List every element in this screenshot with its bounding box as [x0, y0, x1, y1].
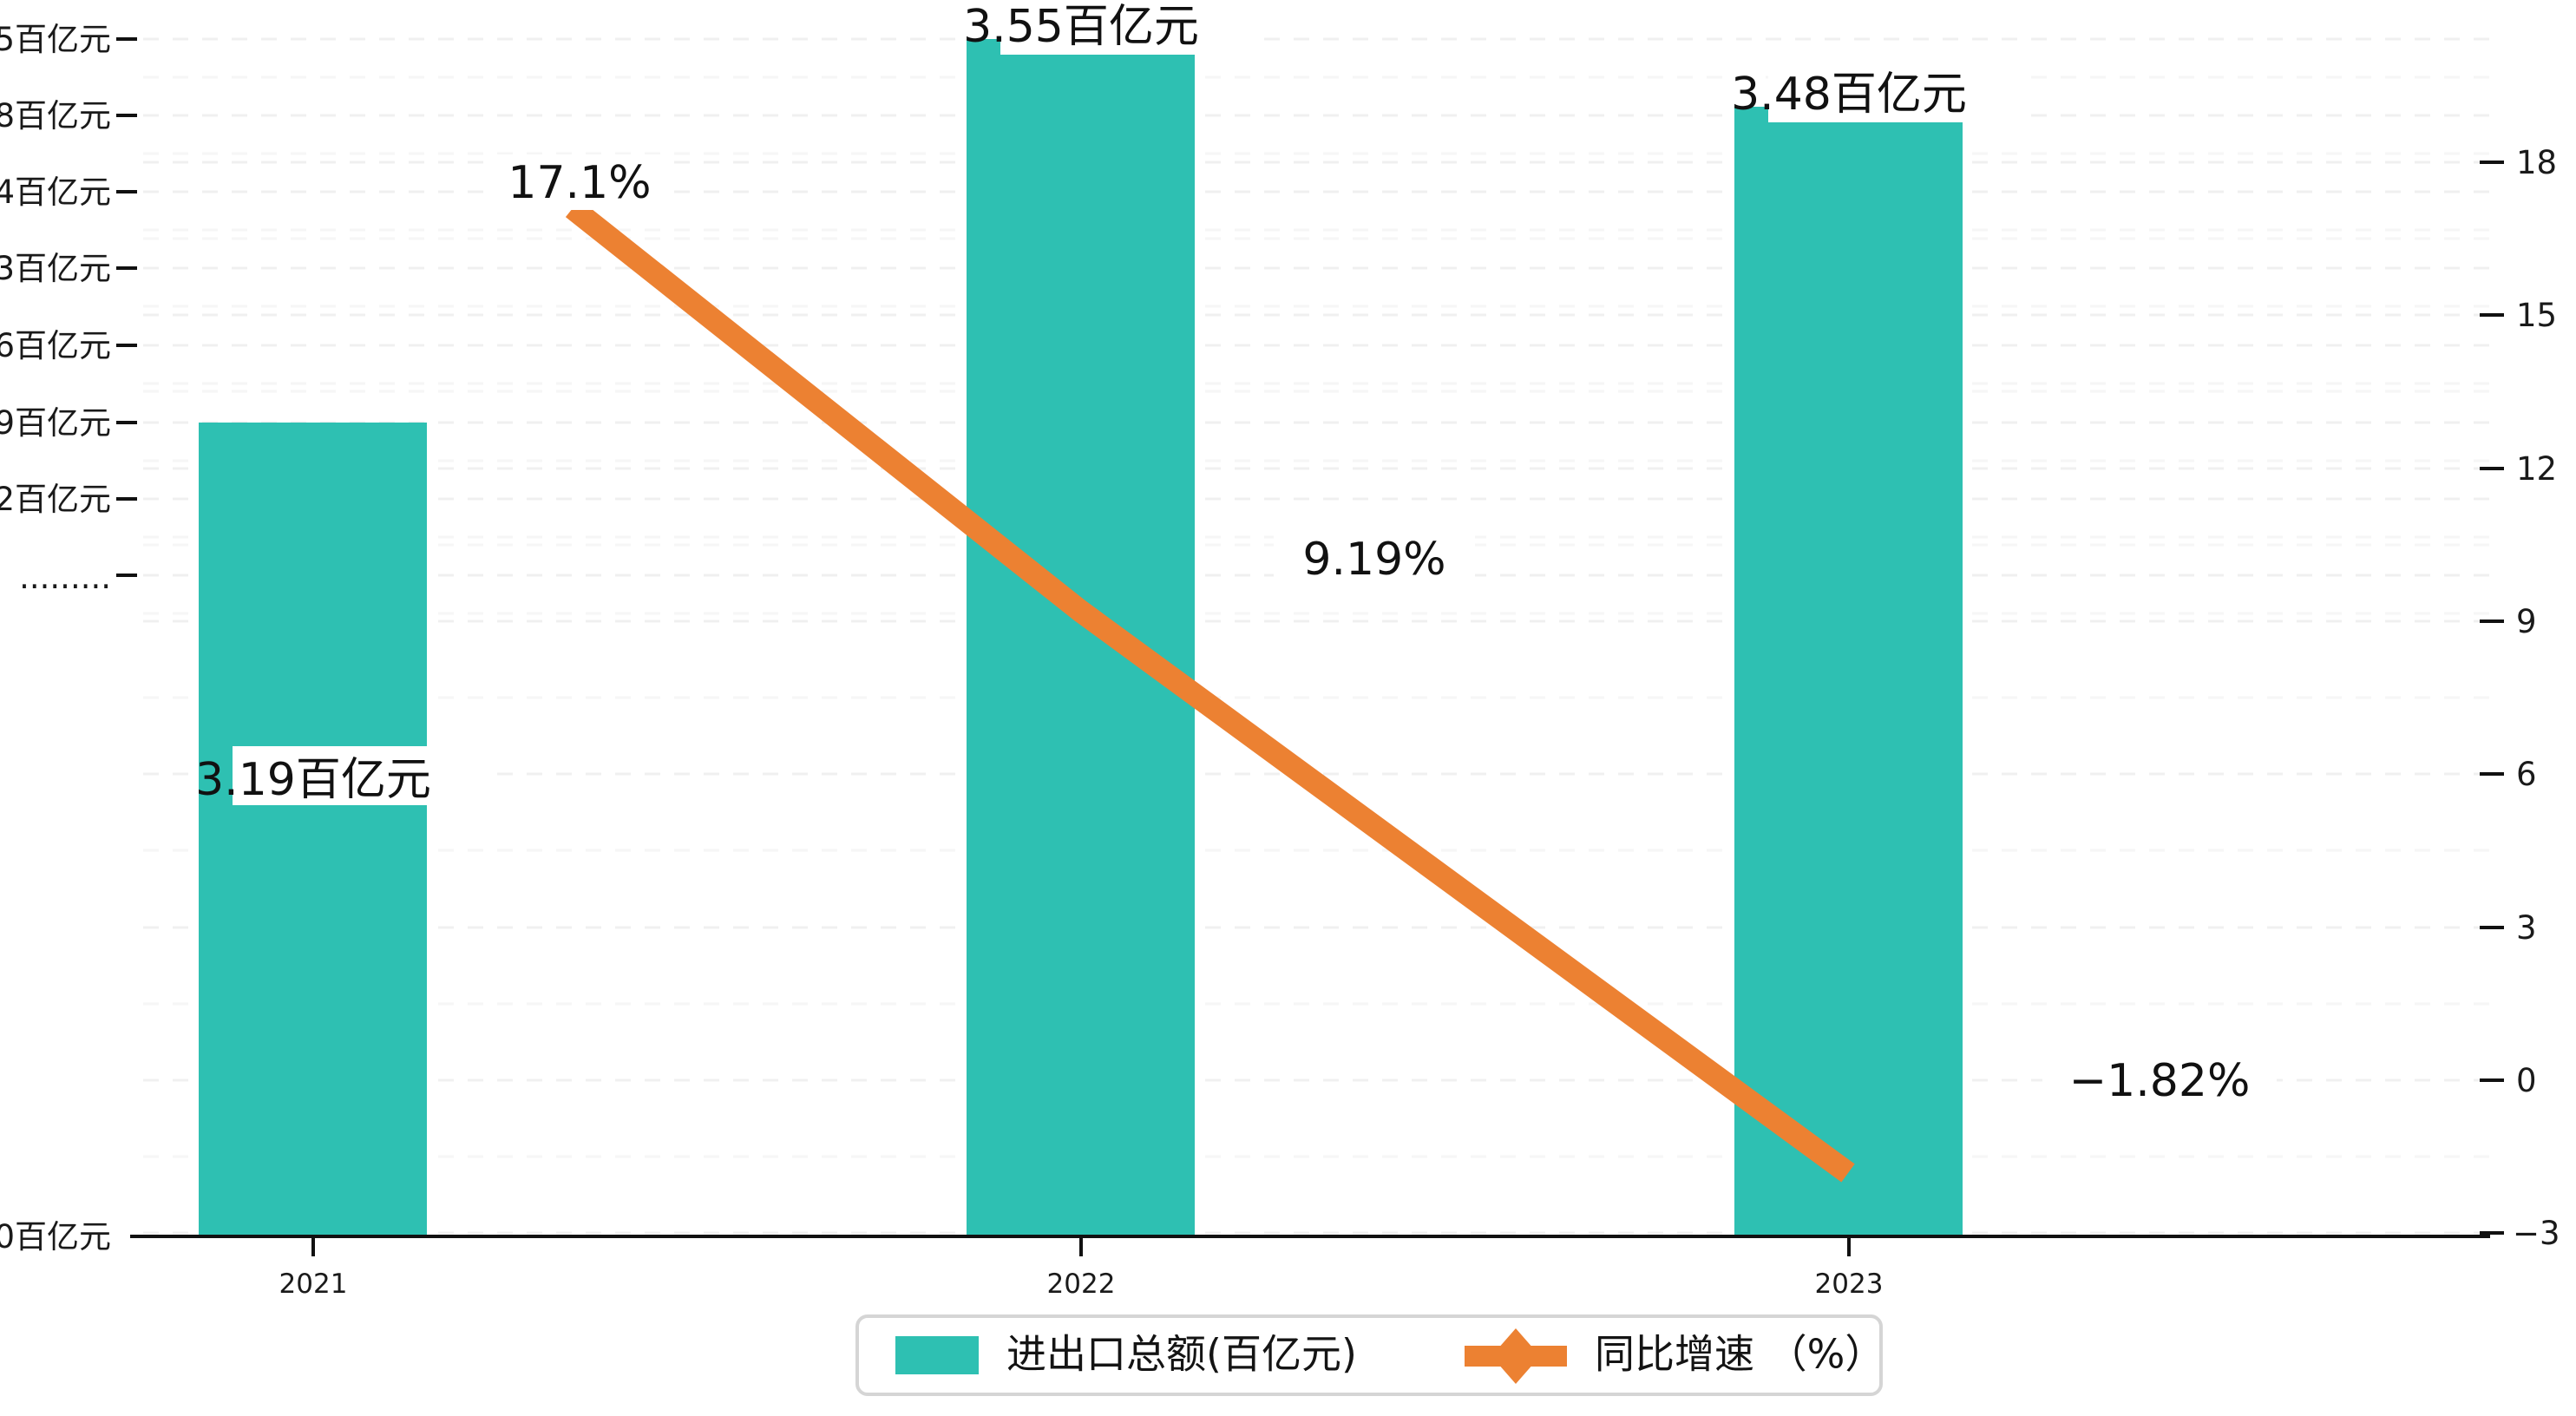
legend-swatch-line[interactable]: [1465, 1328, 1567, 1384]
left-tick-label-6: 3.12百亿元: [0, 481, 111, 518]
bar-label-2022: 3.55百亿元: [963, 1, 1199, 53]
right-tick-label-3: 9: [2516, 603, 2537, 640]
diamond-marker-icon: [1491, 1328, 1540, 1384]
right-tick-label-1: 15: [2516, 297, 2557, 334]
right-tick-label-0: 18: [2516, 144, 2557, 181]
legend-box: [855, 1314, 1883, 1396]
line-series: [565, 199, 1855, 1183]
right-tick-label-7: −3: [2513, 1215, 2560, 1252]
right-tick-label-2: 12: [2516, 450, 2557, 488]
right-tick-label-4: 6: [2516, 756, 2537, 793]
left-tick-label-5: 3.19百亿元: [0, 404, 111, 442]
bar-label-bg-2022: [1000, 0, 1252, 55]
right-axis: 18 15 12 9 6 3 0 −3: [2480, 144, 2560, 1252]
bar-2021[interactable]: [199, 423, 427, 1236]
line-label-bg-2022: [1274, 524, 1475, 588]
line-label-2022: 9.19%: [1302, 534, 1445, 586]
bar-label-2021: 3.19百亿元: [195, 754, 431, 806]
left-tick-label-0: 3.55百亿元: [0, 21, 111, 58]
bar-series: [199, 39, 1963, 1236]
line-value-labels: 17.1% 9.19% −1.82%: [497, 154, 2277, 1110]
line-label-2021: 17.1%: [508, 157, 651, 209]
bar-2022[interactable]: [967, 39, 1195, 1236]
category-axis: 2021 2022 2023: [279, 1236, 1884, 1300]
line-label-bg-2021: [497, 154, 662, 210]
growth-rate-line[interactable]: [565, 199, 1855, 1183]
left-tick-label-4: 3.26百亿元: [0, 327, 111, 364]
bar-label-bg-2023: [1768, 63, 2020, 122]
bar-value-labels: 3.19百亿元 3.55百亿元 3.48百亿元: [195, 0, 2020, 806]
left-tick-label-2: 3.4百亿元: [0, 174, 111, 211]
cat-label-2023: 2023: [1815, 1268, 1884, 1300]
left-tick-label-break: .........: [19, 559, 111, 596]
left-tick-label-1: 3.48百亿元: [0, 97, 111, 134]
cat-label-2021: 2021: [279, 1268, 348, 1300]
legend-label-bar[interactable]: 进出口总额(百亿元): [1006, 1331, 1357, 1378]
right-tick-label-6: 0: [2516, 1062, 2537, 1099]
chart-legend: 进出口总额(百亿元) 同比增速 （%）: [855, 1314, 1884, 1396]
left-tick-label-3: 3.33百亿元: [0, 250, 111, 287]
line-label-bg-2023: [2042, 1046, 2277, 1110]
gridlines: [143, 37, 2490, 1235]
legend-label-line[interactable]: 同比增速 （%）: [1595, 1331, 1884, 1378]
bar-label-2023: 3.48百亿元: [1731, 69, 1967, 121]
bar-2023[interactable]: [1734, 107, 1963, 1236]
bar-label-bg-2021: [233, 746, 484, 805]
legend-swatch-bar[interactable]: [895, 1336, 979, 1374]
cat-label-2022: 2022: [1047, 1268, 1116, 1300]
line-label-2023: −1.82%: [2069, 1055, 2251, 1107]
left-tick-label-8: 0百亿元: [0, 1218, 111, 1255]
right-tick-label-5: 3: [2516, 909, 2537, 947]
left-axis: 3.55百亿元 3.48百亿元 3.4百亿元 3.33百亿元 3.26百亿元 3…: [0, 21, 2490, 1255]
